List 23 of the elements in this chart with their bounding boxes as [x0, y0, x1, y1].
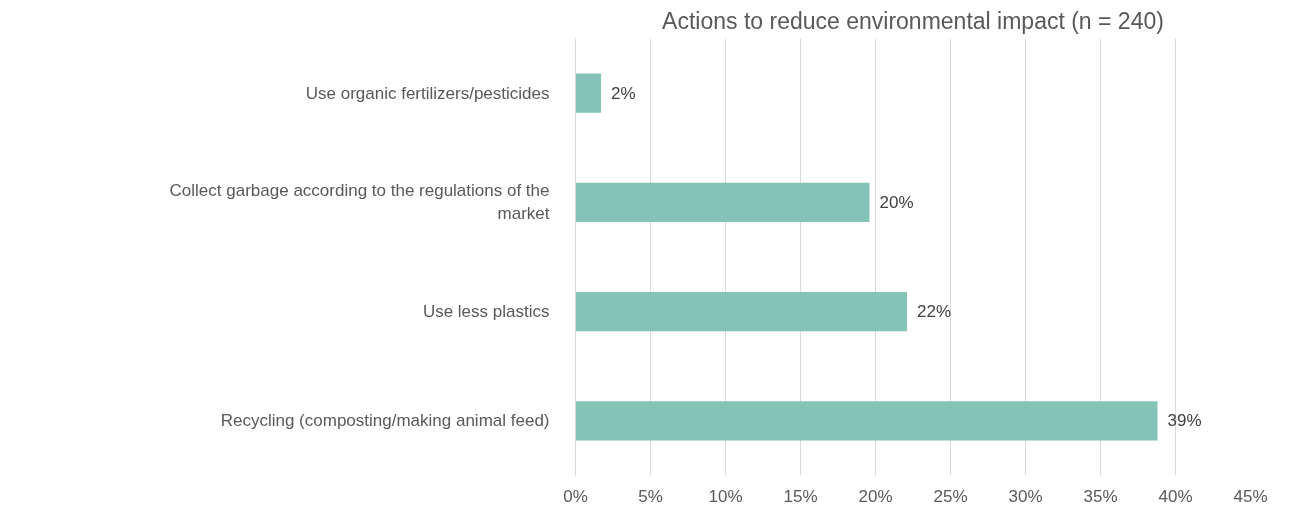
x-tick-label: 45%: [1233, 486, 1268, 506]
bar: [575, 182, 870, 223]
y-tick-label: Use less plastics: [422, 302, 550, 322]
x-tick-label: 15%: [783, 486, 818, 506]
data-label: 2%: [611, 83, 636, 103]
data-label: 22%: [917, 302, 952, 322]
y-tick-label: Collect garbage according to the regulations of the market: [169, 181, 550, 224]
chart-title: Actions to reduce environmental impact (n = 240): [662, 7, 1164, 34]
bar: [575, 73, 601, 113]
x-tick-label: 40%: [1158, 486, 1193, 506]
x-tick-label: 5%: [638, 486, 663, 506]
x-tick-label: 35%: [1083, 486, 1118, 506]
x-tick-label: 25%: [933, 486, 968, 506]
x-tick-label: 10%: [708, 486, 743, 506]
x-tick-label: 0%: [563, 486, 588, 506]
y-tick-label: Recycling (composting/making animal feed): [220, 411, 550, 431]
x-tick-label: 30%: [1008, 486, 1043, 506]
bar: [575, 401, 1158, 441]
bar: [575, 291, 907, 332]
x-tick-label: 20%: [858, 486, 893, 506]
data-label: 39%: [1167, 411, 1202, 431]
y-tick-label: Use organic fertilizers/pesticides: [305, 83, 550, 103]
data-label: 20%: [879, 192, 914, 212]
